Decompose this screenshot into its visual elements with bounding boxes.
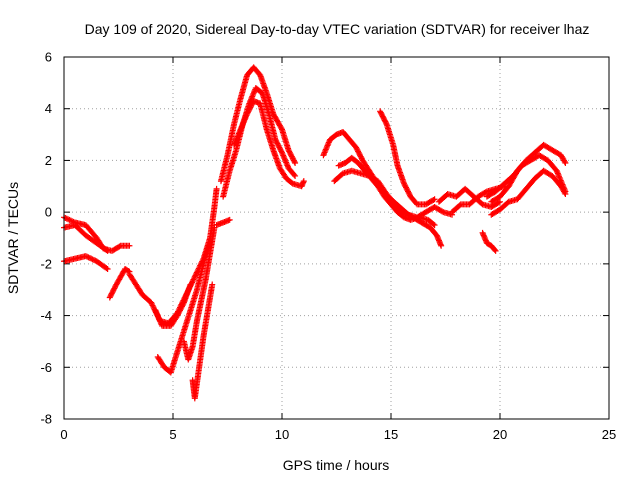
y-tick-label: 0 (45, 205, 52, 220)
data-point-fill (189, 277, 196, 284)
data-points (61, 64, 569, 402)
data-point-fill (382, 119, 389, 126)
data-point-fill (63, 215, 70, 222)
data-point-fill (561, 158, 568, 165)
data-point-fill (491, 246, 498, 253)
data-point-fill (66, 216, 73, 223)
x-tick-label: 5 (169, 427, 176, 442)
series-track-11 (217, 64, 299, 185)
y-axis-label: SDTVAR / TECUs (5, 182, 21, 294)
data-point-fill (90, 256, 97, 263)
data-point-fill (116, 243, 123, 250)
series-track-17 (377, 108, 438, 208)
y-tick-label: 2 (45, 153, 52, 168)
data-point-fill (439, 208, 446, 215)
data-point-fill (561, 189, 568, 196)
data-point-fill (67, 217, 74, 224)
y-tick-label: 6 (45, 50, 52, 65)
data-point-fill (180, 300, 187, 307)
x-tick-label: 0 (60, 427, 67, 442)
plot-frame (63, 56, 610, 420)
data-point (126, 242, 133, 249)
grid (64, 57, 609, 419)
data-point (431, 222, 438, 229)
data-point-fill (103, 265, 110, 272)
data-point-fill (192, 272, 199, 279)
series-track-3 (61, 253, 111, 273)
data-point-fill (150, 303, 157, 310)
data-point-fill (86, 255, 93, 262)
x-axis-label: GPS time / hours (283, 457, 390, 473)
series-track-10 (213, 216, 233, 229)
series-track-4 (106, 266, 133, 301)
data-point (213, 185, 220, 192)
data-point-fill (291, 158, 298, 165)
data-point-fill (278, 125, 285, 132)
axis-ticks (63, 56, 610, 420)
data-point (191, 273, 198, 280)
series-track-8 (180, 224, 218, 363)
series-track-16 (331, 167, 445, 249)
data-point (226, 216, 233, 223)
series-track-12 (220, 85, 299, 200)
data-point-fill (85, 254, 92, 261)
data-point-fill (430, 221, 437, 228)
series-track-9 (189, 281, 216, 402)
data-point-fill (103, 247, 110, 254)
y-tick-label: -8 (40, 412, 52, 427)
x-tick-label: 25 (602, 427, 616, 442)
y-tick-label: -2 (40, 256, 52, 271)
data-point (209, 281, 216, 288)
x-tick-label: 15 (384, 427, 398, 442)
data-point (562, 160, 569, 167)
series-track-23 (488, 167, 569, 218)
x-tick-label: 10 (275, 427, 289, 442)
data-point-fill (149, 302, 156, 309)
data-point-fill (482, 189, 489, 196)
y-tick-label: -6 (40, 360, 52, 375)
data-point (292, 172, 299, 179)
series-track-18 (435, 185, 503, 210)
data-point-fill (190, 276, 197, 283)
data-point (187, 281, 194, 288)
data-point-fill (88, 255, 95, 262)
x-tick-label: 20 (493, 427, 507, 442)
data-point-fill (125, 267, 132, 274)
series-track-7 (154, 185, 220, 376)
data-point-fill (62, 214, 69, 221)
data-point (438, 242, 445, 249)
chart-title: Day 109 of 2020, Sidereal Day-to-day VTE… (85, 21, 590, 37)
data-point (148, 299, 155, 306)
data-point-fill (495, 199, 502, 206)
data-point (497, 198, 503, 205)
data-point-fill (278, 148, 285, 155)
data-point-fill (65, 216, 72, 223)
x-tick-labels: 0 5 10 15 20 25 (60, 427, 616, 442)
data-point (300, 178, 307, 185)
series-track-1 (61, 214, 133, 254)
series-track-13 (231, 97, 307, 190)
series-track-6 (152, 281, 194, 329)
series-track-20 (479, 229, 499, 254)
data-point (431, 196, 438, 203)
y-tick-label: 4 (45, 101, 52, 116)
data-point-fill (291, 171, 298, 178)
series-track-22 (488, 141, 569, 205)
data-point-fill (430, 196, 437, 203)
data-point-fill (191, 275, 198, 282)
data-point (562, 191, 569, 198)
data-point-fill (89, 256, 96, 263)
data-point (492, 247, 499, 254)
y-tick-labels: -8 -6 -4 -2 0 2 4 6 (40, 50, 52, 427)
data-point (104, 266, 111, 273)
y-tick-label: -4 (40, 308, 52, 323)
data-point (82, 253, 89, 260)
data-point (292, 160, 299, 167)
data-point (104, 247, 111, 254)
data-point-fill (148, 301, 155, 308)
data-point-fill (84, 253, 91, 260)
